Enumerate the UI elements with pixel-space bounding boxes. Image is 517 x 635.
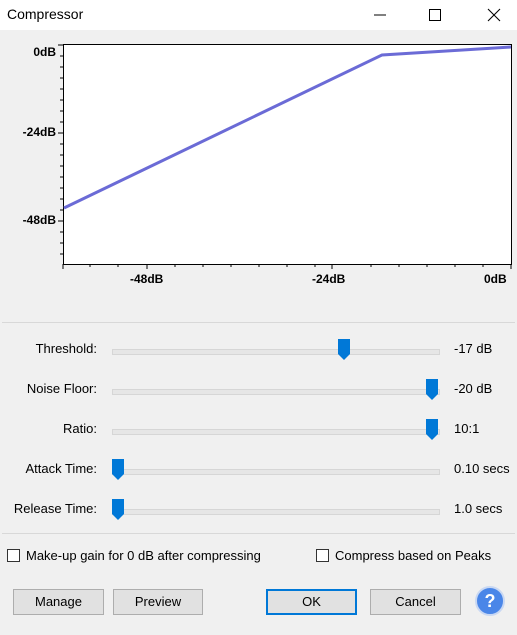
maximize-button[interactable]	[412, 0, 458, 30]
ok-button[interactable]: OK	[266, 589, 357, 615]
makeup-gain-checkbox[interactable]: Make-up gain for 0 dB after compressing	[7, 548, 302, 566]
noise-floor-slider-thumb[interactable]	[426, 379, 438, 400]
makeup-gain-label: Make-up gain for 0 dB after compressing	[26, 548, 261, 563]
threshold-value: -17 dB	[454, 341, 493, 356]
y-tick-label-0: 0dB	[33, 45, 56, 59]
threshold-label: Threshold:	[35, 341, 97, 356]
manage-button[interactable]: Manage	[13, 589, 104, 615]
cancel-button[interactable]: Cancel	[370, 589, 461, 615]
noise-floor-slider[interactable]	[112, 389, 440, 395]
compression-curve	[63, 45, 512, 210]
compress-peaks-label: Compress based on Peaks	[335, 548, 492, 563]
attack-time-slider[interactable]	[112, 469, 440, 475]
release-time-row: Release Time: 1.0 secs	[2, 495, 515, 525]
attack-time-value: 0.10 secs	[454, 461, 510, 476]
x-tick-label-0: -48dB	[130, 272, 164, 286]
minimize-button[interactable]	[357, 0, 403, 30]
minimize-icon	[374, 14, 386, 16]
release-time-label: Release Time:	[13, 501, 97, 516]
y-tick-label-1: -24dB	[22, 125, 56, 139]
graph-axes	[58, 44, 512, 269]
preview-button[interactable]: Preview	[113, 589, 203, 615]
ratio-value: 10:1	[454, 421, 480, 436]
attack-time-slider-thumb[interactable]	[112, 459, 124, 480]
release-time-value: 1.0 secs	[454, 501, 503, 516]
help-button[interactable]: ?	[475, 586, 505, 616]
close-icon	[487, 8, 501, 22]
maximize-icon	[429, 9, 441, 21]
compress-peaks-checkbox[interactable]: Compress based on Peaks	[316, 548, 511, 566]
threshold-slider[interactable]	[112, 349, 440, 355]
attack-time-row: Attack Time: 0.10 secs	[2, 455, 515, 485]
compression-graph-panel: 0dB -24dB -48dB -48dB -24dB 0dB	[0, 36, 517, 300]
ratio-slider-thumb[interactable]	[426, 419, 438, 440]
compress-peaks-checkbox-box[interactable]	[316, 549, 329, 562]
makeup-gain-checkbox-box[interactable]	[7, 549, 20, 562]
noise-floor-label: Noise Floor:	[26, 381, 97, 396]
window-title: Compressor	[7, 6, 84, 22]
ratio-label: Ratio:	[63, 421, 97, 436]
settings-panel: Threshold: -17 dB Noise Floor: -20 dB Ra…	[2, 322, 515, 534]
threshold-slider-thumb[interactable]	[338, 339, 351, 360]
ratio-row: Ratio: 10:1	[2, 415, 515, 445]
threshold-row: Threshold: -17 dB	[2, 335, 515, 365]
release-time-slider[interactable]	[112, 509, 440, 515]
close-button[interactable]	[471, 0, 517, 30]
release-time-slider-thumb[interactable]	[112, 499, 124, 520]
attack-time-label: Attack Time:	[25, 461, 97, 476]
title-bar: Compressor	[0, 0, 517, 30]
noise-floor-value: -20 dB	[454, 381, 493, 396]
ratio-slider[interactable]	[112, 429, 440, 435]
x-tick-label-1: -24dB	[312, 272, 346, 286]
noise-floor-row: Noise Floor: -20 dB	[2, 375, 515, 405]
y-tick-label-2: -48dB	[22, 213, 56, 227]
x-tick-label-2: 0dB	[484, 272, 507, 286]
